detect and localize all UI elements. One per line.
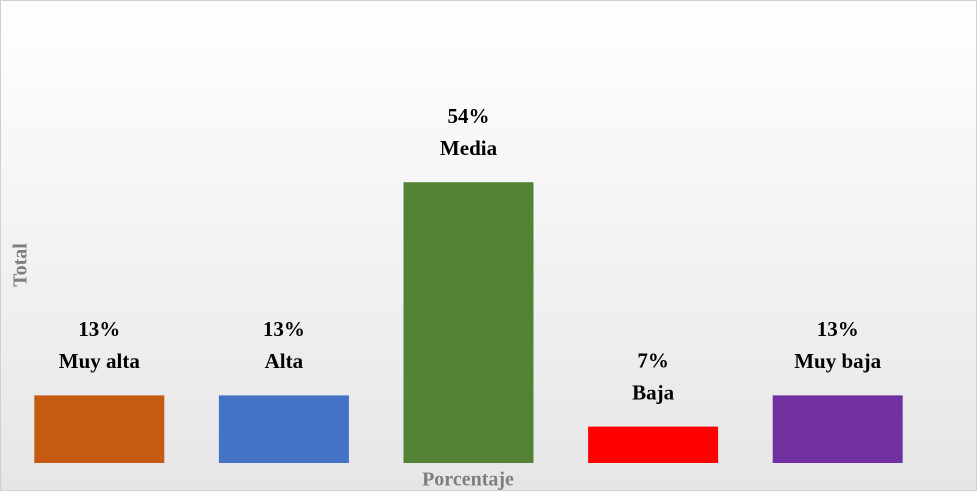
category-label: Baja bbox=[632, 380, 675, 404]
bar bbox=[34, 395, 165, 463]
data-label: 13% bbox=[263, 317, 305, 341]
bar bbox=[403, 182, 534, 463]
x-axis-label: Porcentaje bbox=[422, 469, 514, 491]
category-label: Alta bbox=[265, 349, 304, 373]
category-label: Media bbox=[440, 136, 498, 160]
data-label: 7% bbox=[637, 348, 669, 372]
bar bbox=[772, 395, 903, 463]
category-label: Muy baja bbox=[794, 349, 881, 373]
bar bbox=[588, 426, 719, 463]
data-label: 13% bbox=[817, 317, 859, 341]
bar bbox=[218, 395, 349, 463]
data-label: 13% bbox=[78, 317, 120, 341]
category-label: Muy alta bbox=[59, 349, 141, 373]
data-label: 54% bbox=[448, 104, 490, 128]
y-axis-label: Total bbox=[10, 243, 32, 287]
